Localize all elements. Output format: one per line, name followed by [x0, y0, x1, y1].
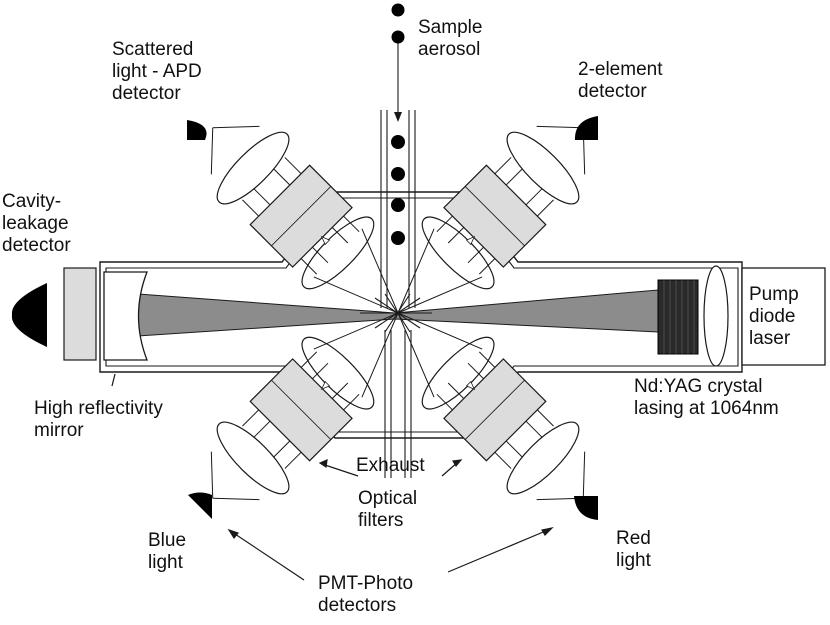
label-line: Optical [358, 488, 417, 509]
label-line: leakage [2, 213, 69, 234]
label-line: detector [578, 81, 647, 102]
ray [397, 312, 483, 350]
label-pump-diode-laser: Pump diode laser [749, 284, 799, 349]
label-line: PMT-Photo [318, 573, 413, 594]
label-pmt-photo-detectors: PMT-Photo detectors [318, 573, 413, 616]
ray [582, 451, 586, 499]
cavity-leakage-filter [63, 267, 97, 361]
ray [212, 497, 260, 501]
nd-yag-crystal [657, 279, 699, 355]
label-line: filters [358, 510, 403, 531]
filter-divider [464, 186, 525, 247]
label-line: High reflectivity [34, 398, 163, 419]
label-line: detector [112, 83, 181, 104]
label-line: light - APD [112, 61, 202, 82]
label-line: Nd:YAG crystal [634, 376, 762, 397]
ray [536, 125, 584, 129]
label-nd-yag-crystal: Nd:YAG crystal lasing at 1064nm [634, 376, 779, 419]
high-reflectivity-mirror [103, 271, 148, 361]
label-blue-light: Blue light [148, 530, 186, 573]
filter-divider [271, 186, 332, 247]
label-line: laser [749, 328, 791, 349]
label-line: light [148, 552, 184, 573]
label-exhaust: Exhaust [356, 455, 425, 476]
ray [313, 312, 399, 350]
red-light-pmt-detector-icon [574, 496, 598, 520]
label-sample-aerosol: Sample aerosol [418, 17, 482, 60]
label-line: detectors [318, 595, 396, 616]
blue-light-arm [210, 312, 399, 501]
ray [361, 312, 399, 398]
label-cavity-leakage-detector: Cavity-leakage detector [2, 191, 71, 256]
detector-arms [210, 125, 586, 501]
filter-divider [271, 379, 332, 440]
label-line: lasing at 1064nm [634, 398, 779, 419]
pump-lens [703, 265, 729, 367]
aerosol-particles [391, 3, 405, 245]
label-line: Sample [418, 17, 482, 38]
ray [361, 228, 399, 314]
ray [397, 312, 435, 398]
two-element-arm [397, 125, 586, 314]
label-red-light: Red light [616, 528, 652, 571]
ray-arrow [465, 235, 476, 246]
label-line: detector [2, 235, 71, 256]
pump-diode-laser-box [741, 267, 826, 366]
lens [506, 131, 580, 205]
label-line: 2-element [578, 59, 663, 80]
blue-light-pmt-detector-icon [188, 492, 212, 519]
exhaust-tube [384, 330, 412, 478]
label-line: Scattered [112, 39, 193, 60]
ray [313, 276, 399, 314]
scattered-light-apd-detector-icon [187, 120, 207, 140]
scattered-light-arm [210, 125, 399, 314]
label-optical-filters: Optical filters [358, 488, 417, 531]
label-line: light [616, 550, 652, 571]
ray-arrow [320, 235, 331, 246]
cavity-leakage-detector-icon [11, 283, 47, 347]
crystal-hatching [663, 280, 695, 354]
label-line: Red [616, 528, 651, 549]
label-scattered-light-apd-detector: Scattered light - APD detector [112, 39, 202, 104]
ray-arrow [465, 380, 476, 391]
ray [210, 127, 214, 175]
lens [506, 421, 580, 495]
ray-arrow [320, 380, 331, 391]
ray [212, 125, 260, 129]
label-line: Pump [749, 284, 799, 305]
two-element-detector-icon [574, 116, 598, 140]
label-line: diode [749, 306, 796, 327]
label-line: Cavity- [2, 191, 61, 212]
ray [397, 276, 483, 314]
lens [216, 131, 290, 205]
label-line: mirror [34, 420, 84, 441]
focal-point [360, 293, 432, 333]
label-line: Blue [148, 530, 186, 551]
red-light-arm [397, 312, 586, 501]
ray [210, 451, 214, 499]
label-line: aerosol [418, 39, 480, 60]
label-line: Exhaust [356, 455, 425, 476]
filter-divider [464, 379, 525, 440]
pointer-arrows [111, 373, 554, 581]
label-two-element-detector: 2-element detector [578, 59, 663, 102]
ray [397, 228, 435, 314]
sample-inlet [380, 40, 416, 308]
lens [216, 421, 290, 495]
label-high-reflectivity-mirror: High reflectivity mirror [34, 398, 163, 441]
